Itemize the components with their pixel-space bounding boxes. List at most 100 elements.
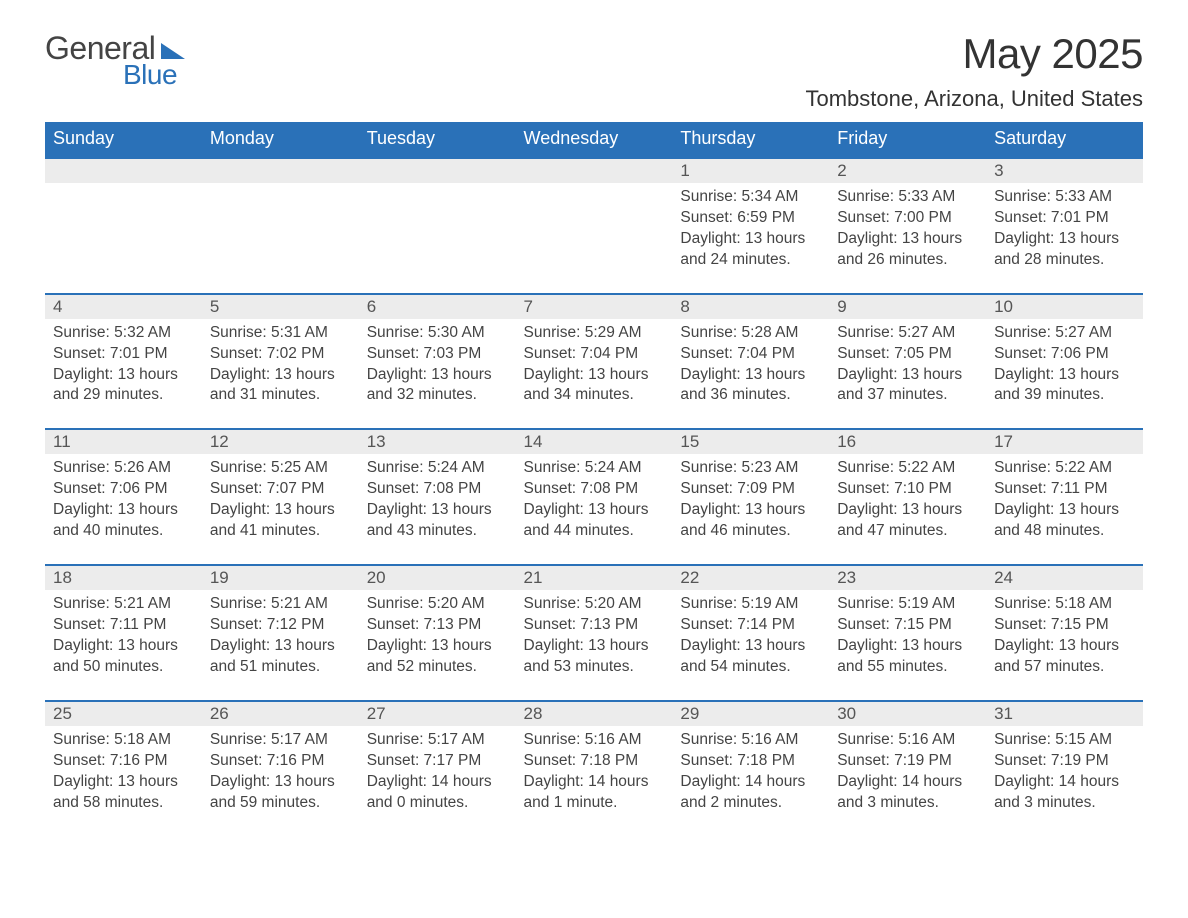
- day-number-cell: 17: [986, 429, 1143, 454]
- calendar-body: 123Sunrise: 5:34 AMSunset: 6:59 PMDaylig…: [45, 158, 1143, 835]
- day-number-cell: 24: [986, 565, 1143, 590]
- col-tuesday: Tuesday: [359, 122, 516, 158]
- day-ss: Sunset: 6:59 PM: [680, 208, 821, 229]
- day-d2: and 36 minutes.: [680, 385, 821, 406]
- week-daynum-row: 123: [45, 158, 1143, 183]
- day-d2: and 52 minutes.: [367, 657, 508, 678]
- day-number: 26: [210, 704, 229, 723]
- day-d1: Daylight: 13 hours: [210, 500, 351, 521]
- day-number: 21: [524, 568, 543, 587]
- day-number-cell: 22: [672, 565, 829, 590]
- day-content-cell: Sunrise: 5:23 AMSunset: 7:09 PMDaylight:…: [672, 454, 829, 565]
- day-number-cell: 8: [672, 294, 829, 319]
- day-sr: Sunrise: 5:20 AM: [367, 594, 508, 615]
- day-sr: Sunrise: 5:22 AM: [994, 458, 1135, 479]
- day-d1: Daylight: 13 hours: [367, 500, 508, 521]
- day-d1: Daylight: 13 hours: [837, 365, 978, 386]
- week-daynum-row: 11121314151617: [45, 429, 1143, 454]
- day-d2: and 55 minutes.: [837, 657, 978, 678]
- header: General Blue May 2025 Tombstone, Arizona…: [45, 30, 1143, 112]
- col-wednesday: Wednesday: [516, 122, 673, 158]
- day-content-cell: Sunrise: 5:33 AMSunset: 7:00 PMDaylight:…: [829, 183, 986, 294]
- day-d1: Daylight: 13 hours: [994, 500, 1135, 521]
- day-number: 5: [210, 297, 219, 316]
- day-number: 22: [680, 568, 699, 587]
- day-ss: Sunset: 7:02 PM: [210, 344, 351, 365]
- day-content-cell: Sunrise: 5:15 AMSunset: 7:19 PMDaylight:…: [986, 726, 1143, 836]
- day-ss: Sunset: 7:08 PM: [367, 479, 508, 500]
- day-d2: and 1 minute.: [524, 793, 665, 814]
- day-d2: and 51 minutes.: [210, 657, 351, 678]
- day-ss: Sunset: 7:13 PM: [524, 615, 665, 636]
- day-number-cell: [359, 158, 516, 183]
- day-number-cell: 29: [672, 701, 829, 726]
- day-d2: and 48 minutes.: [994, 521, 1135, 542]
- day-number: 14: [524, 432, 543, 451]
- week-content-row: Sunrise: 5:32 AMSunset: 7:01 PMDaylight:…: [45, 319, 1143, 430]
- day-d1: Daylight: 14 hours: [524, 772, 665, 793]
- day-number: 25: [53, 704, 72, 723]
- day-ss: Sunset: 7:11 PM: [53, 615, 194, 636]
- day-content-cell: Sunrise: 5:19 AMSunset: 7:15 PMDaylight:…: [829, 590, 986, 701]
- day-ss: Sunset: 7:14 PM: [680, 615, 821, 636]
- calendar-table: Sunday Monday Tuesday Wednesday Thursday…: [45, 122, 1143, 835]
- day-content-cell: Sunrise: 5:18 AMSunset: 7:16 PMDaylight:…: [45, 726, 202, 836]
- day-d2: and 26 minutes.: [837, 250, 978, 271]
- day-number-cell: 23: [829, 565, 986, 590]
- day-sr: Sunrise: 5:23 AM: [680, 458, 821, 479]
- day-content-cell: Sunrise: 5:22 AMSunset: 7:10 PMDaylight:…: [829, 454, 986, 565]
- day-number: 6: [367, 297, 376, 316]
- day-content-cell: Sunrise: 5:30 AMSunset: 7:03 PMDaylight:…: [359, 319, 516, 430]
- day-d1: Daylight: 13 hours: [837, 500, 978, 521]
- day-ss: Sunset: 7:13 PM: [367, 615, 508, 636]
- day-d2: and 46 minutes.: [680, 521, 821, 542]
- day-d1: Daylight: 13 hours: [680, 365, 821, 386]
- day-content-cell: Sunrise: 5:19 AMSunset: 7:14 PMDaylight:…: [672, 590, 829, 701]
- week-daynum-row: 18192021222324: [45, 565, 1143, 590]
- day-content-cell: Sunrise: 5:16 AMSunset: 7:19 PMDaylight:…: [829, 726, 986, 836]
- day-content-cell: Sunrise: 5:21 AMSunset: 7:11 PMDaylight:…: [45, 590, 202, 701]
- day-d1: Daylight: 13 hours: [680, 500, 821, 521]
- day-number-cell: 15: [672, 429, 829, 454]
- day-number-cell: 7: [516, 294, 673, 319]
- day-content-cell: Sunrise: 5:33 AMSunset: 7:01 PMDaylight:…: [986, 183, 1143, 294]
- day-d1: Daylight: 13 hours: [994, 229, 1135, 250]
- day-sr: Sunrise: 5:15 AM: [994, 730, 1135, 751]
- day-number-cell: [202, 158, 359, 183]
- day-content-cell: [359, 183, 516, 294]
- week-daynum-row: 25262728293031: [45, 701, 1143, 726]
- day-ss: Sunset: 7:17 PM: [367, 751, 508, 772]
- day-number: 4: [53, 297, 62, 316]
- day-d1: Daylight: 13 hours: [524, 365, 665, 386]
- day-number: 11: [53, 432, 71, 451]
- day-d2: and 3 minutes.: [837, 793, 978, 814]
- day-number-cell: 26: [202, 701, 359, 726]
- day-sr: Sunrise: 5:33 AM: [837, 187, 978, 208]
- day-content-cell: Sunrise: 5:24 AMSunset: 7:08 PMDaylight:…: [516, 454, 673, 565]
- day-sr: Sunrise: 5:19 AM: [837, 594, 978, 615]
- day-ss: Sunset: 7:07 PM: [210, 479, 351, 500]
- day-number-cell: 12: [202, 429, 359, 454]
- day-content-cell: Sunrise: 5:29 AMSunset: 7:04 PMDaylight:…: [516, 319, 673, 430]
- day-ss: Sunset: 7:16 PM: [53, 751, 194, 772]
- day-number: 8: [680, 297, 689, 316]
- day-sr: Sunrise: 5:31 AM: [210, 323, 351, 344]
- day-d2: and 54 minutes.: [680, 657, 821, 678]
- day-d2: and 3 minutes.: [994, 793, 1135, 814]
- day-sr: Sunrise: 5:29 AM: [524, 323, 665, 344]
- day-number: 29: [680, 704, 699, 723]
- day-d1: Daylight: 13 hours: [680, 229, 821, 250]
- col-monday: Monday: [202, 122, 359, 158]
- day-d2: and 53 minutes.: [524, 657, 665, 678]
- day-ss: Sunset: 7:01 PM: [994, 208, 1135, 229]
- day-d2: and 29 minutes.: [53, 385, 194, 406]
- day-number-cell: 21: [516, 565, 673, 590]
- day-content-cell: Sunrise: 5:20 AMSunset: 7:13 PMDaylight:…: [516, 590, 673, 701]
- day-d1: Daylight: 13 hours: [210, 772, 351, 793]
- day-d1: Daylight: 13 hours: [680, 636, 821, 657]
- day-content-cell: [516, 183, 673, 294]
- day-d2: and 50 minutes.: [53, 657, 194, 678]
- day-ss: Sunset: 7:18 PM: [524, 751, 665, 772]
- day-sr: Sunrise: 5:16 AM: [524, 730, 665, 751]
- day-number-cell: 19: [202, 565, 359, 590]
